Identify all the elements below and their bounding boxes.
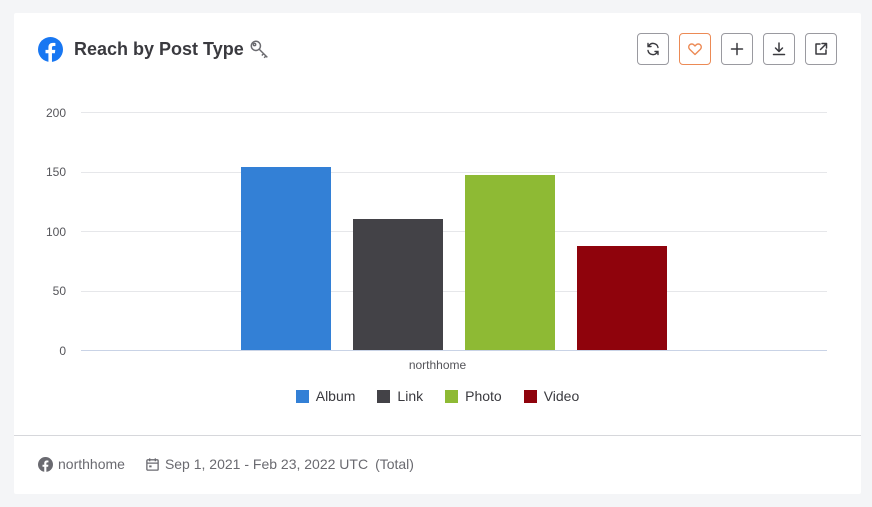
chart-card: Reach by Post Type <box>14 13 861 494</box>
legend-swatch <box>377 389 391 403</box>
refresh-icon <box>647 42 659 56</box>
gridline <box>81 291 827 292</box>
bar-photo[interactable] <box>465 175 555 350</box>
chart-title: Reach by Post Type <box>74 39 244 59</box>
bar-chart: 200 150 100 50 0 northhome <box>14 93 861 393</box>
y-tick: 0 <box>59 344 66 358</box>
bar-album[interactable] <box>241 166 331 350</box>
facebook-icon <box>38 37 63 62</box>
y-tick: 200 <box>45 106 66 120</box>
gridline <box>81 112 827 113</box>
legend-swatch <box>523 389 537 403</box>
y-tick: 50 <box>52 284 66 298</box>
legend-item-album[interactable]: Album <box>295 388 356 404</box>
bar-link[interactable] <box>353 219 443 350</box>
legend-label: Video <box>543 388 580 404</box>
legend-item-photo[interactable]: Photo <box>445 388 502 404</box>
aggregation-label: (Total) <box>375 456 414 472</box>
gridline <box>81 231 827 232</box>
favorite-button[interactable] <box>679 33 711 65</box>
legend-swatch <box>445 389 459 403</box>
legend-label: Album <box>315 388 356 404</box>
x-axis-line <box>81 350 827 351</box>
footer-divider <box>14 435 861 436</box>
y-tick: 100 <box>45 225 66 239</box>
x-axis-category-label: northhome <box>408 358 467 372</box>
calendar-icon <box>146 457 159 471</box>
footer-date-range: Sep 1, 2021 - Feb 23, 2022 UTC (Total) <box>145 456 414 472</box>
refresh-button[interactable] <box>637 33 669 65</box>
card-header: Reach by Post Type <box>14 13 861 85</box>
chart-legend: Album Link Photo Video <box>14 388 861 404</box>
legend-swatch <box>295 389 309 403</box>
y-tick: 150 <box>45 165 66 179</box>
heart-icon <box>688 43 702 56</box>
legend-item-video[interactable]: Video <box>523 388 580 404</box>
legend-item-link[interactable]: Link <box>377 388 423 404</box>
legend-label: Photo <box>465 388 502 404</box>
facebook-icon <box>38 456 53 472</box>
legend-label: Link <box>397 388 424 404</box>
date-range: Sep 1, 2021 - Feb 23, 2022 UTC <box>164 456 369 472</box>
open-external-button[interactable] <box>805 33 837 65</box>
download-icon <box>772 42 786 56</box>
plus-icon <box>730 42 744 56</box>
key-icon[interactable] <box>249 39 271 61</box>
bar-video[interactable] <box>577 246 667 350</box>
card-footer: northhome Sep 1, 2021 - Feb 23, 2022 UTC… <box>38 456 414 472</box>
add-button[interactable] <box>721 33 753 65</box>
account-name: northhome <box>58 456 125 472</box>
toolbar <box>637 33 837 65</box>
download-button[interactable] <box>763 33 795 65</box>
footer-account: northhome <box>38 456 125 472</box>
gridline <box>81 172 827 173</box>
external-link-icon <box>815 42 828 55</box>
